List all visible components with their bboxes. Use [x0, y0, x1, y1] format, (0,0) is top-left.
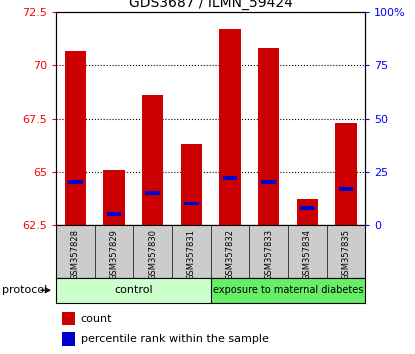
Text: GSM357833: GSM357833 — [264, 229, 273, 280]
Bar — [219, 29, 241, 225]
Bar — [210, 278, 365, 303]
Bar — [222, 176, 237, 180]
Title: GDS3687 / ILMN_59424: GDS3687 / ILMN_59424 — [129, 0, 293, 10]
Bar — [62, 312, 75, 325]
Text: percentile rank within the sample: percentile rank within the sample — [81, 334, 269, 344]
Bar — [184, 202, 199, 205]
Text: GSM357832: GSM357832 — [225, 229, 234, 280]
Bar — [65, 51, 86, 225]
Text: control: control — [114, 285, 153, 295]
Bar — [335, 123, 356, 225]
Bar — [145, 191, 160, 195]
Text: protocol: protocol — [2, 285, 47, 295]
Bar — [297, 199, 318, 225]
Bar — [181, 144, 202, 225]
Text: GSM357828: GSM357828 — [71, 229, 80, 280]
Text: GSM357834: GSM357834 — [303, 229, 312, 280]
Text: GSM357830: GSM357830 — [148, 229, 157, 280]
Bar — [62, 332, 75, 346]
Bar — [261, 181, 276, 184]
Bar — [258, 48, 279, 225]
Bar — [68, 181, 83, 184]
Text: count: count — [81, 314, 112, 324]
Bar — [103, 170, 124, 225]
Bar — [107, 212, 121, 216]
Text: GSM357831: GSM357831 — [187, 229, 196, 280]
Bar — [300, 206, 315, 210]
Bar — [339, 187, 353, 190]
Bar — [142, 95, 163, 225]
Text: GSM357835: GSM357835 — [342, 229, 350, 280]
Text: GSM357829: GSM357829 — [110, 229, 119, 280]
Text: exposure to maternal diabetes: exposure to maternal diabetes — [213, 285, 363, 295]
